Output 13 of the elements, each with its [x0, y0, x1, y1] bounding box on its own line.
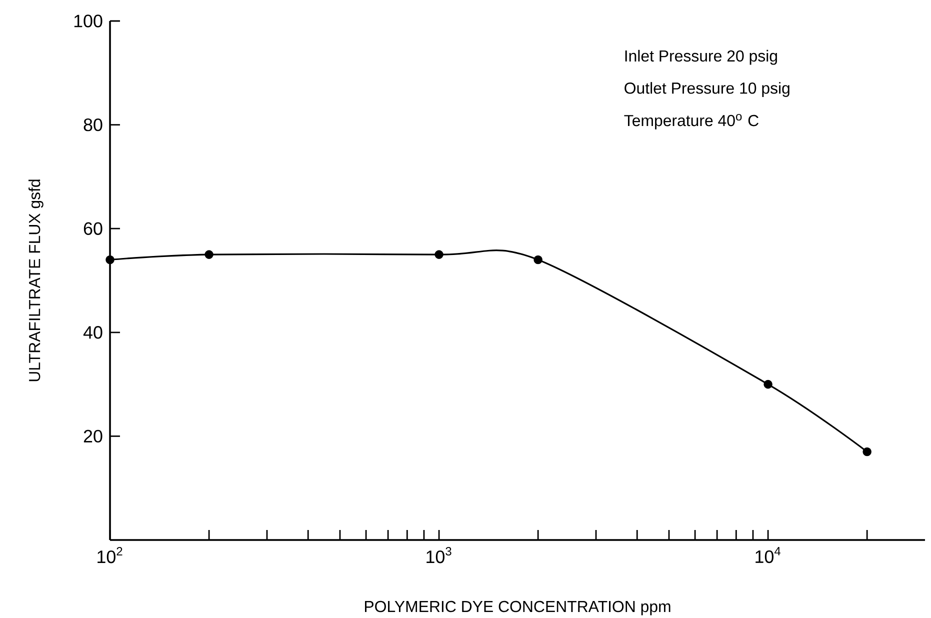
- y-tick-label: 100: [74, 14, 102, 28]
- y-tick-label: 20: [84, 430, 102, 443]
- annotation: Temperature 40$^{o}$ C: [624, 114, 758, 130]
- x-tick-label: 10$^{3}$: [426, 547, 452, 564]
- x-axis-title: POLYMERIC DYE CONCENTRATION ppm: [365, 600, 670, 616]
- y-tick-label: 60: [84, 222, 102, 235]
- annotation: Outlet Pressure 10 psig: [624, 82, 790, 97]
- annotation: Inlet Pressure 20 psig: [625, 50, 777, 65]
- y-tick-label: 40: [83, 326, 102, 339]
- y-axis-title: ULTRAFILTRATE FLUX gsfd: [28, 180, 44, 382]
- x-tick-label: 10$^{2}$: [98, 547, 122, 564]
- x-tick-label: 10$^{4}$: [756, 547, 781, 564]
- y-tick-label: 80: [84, 118, 102, 132]
